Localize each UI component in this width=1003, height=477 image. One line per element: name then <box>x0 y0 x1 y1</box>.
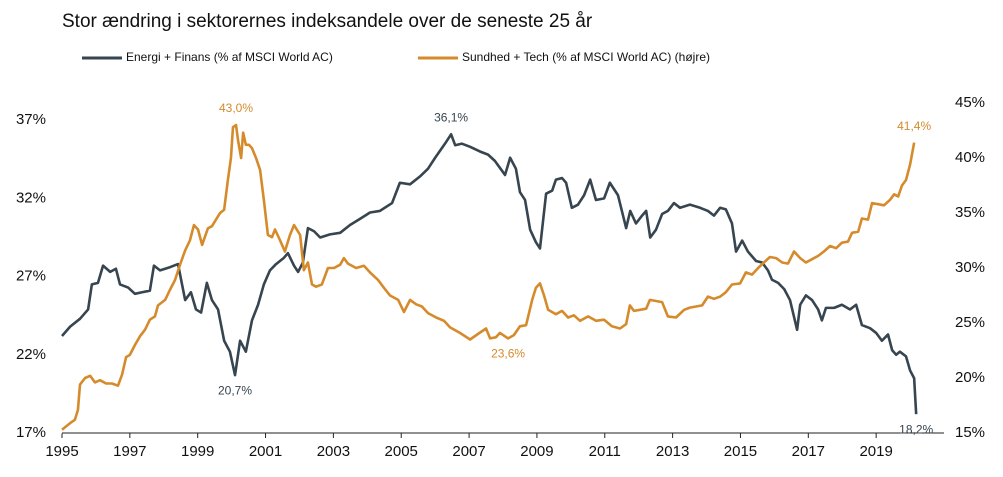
y2-tick-label: 35% <box>955 204 985 221</box>
y2-tick-label: 45% <box>955 94 985 111</box>
legend-label: Energi + Finans (% af MSCI World AC) <box>126 50 333 64</box>
x-tick-label: 2009 <box>520 443 553 460</box>
x-tick-label: 2007 <box>452 443 485 460</box>
y2-tick-label: 40% <box>955 149 985 166</box>
x-tick-label: 2005 <box>385 443 418 460</box>
annotation: 41,4% <box>897 119 931 133</box>
y-tick-label: 32% <box>16 189 46 206</box>
y2-tick-label: 20% <box>955 369 985 386</box>
x-tick-label: 2013 <box>656 443 689 460</box>
x-tick-label: 1999 <box>181 443 214 460</box>
annotation: 36,1% <box>434 110 468 124</box>
y-tick-label: 37% <box>16 111 46 128</box>
y2-tick-label: 15% <box>955 424 985 441</box>
x-tick-label: 2015 <box>724 443 757 460</box>
y2-tick-label: 25% <box>955 314 985 331</box>
annotation: 18,2% <box>899 422 933 436</box>
y-tick-label: 27% <box>16 268 46 285</box>
y2-tick-label: 30% <box>955 259 985 276</box>
y-tick-label: 17% <box>16 424 46 441</box>
x-tick-label: 2001 <box>249 443 282 460</box>
x-tick-label: 2017 <box>792 443 825 460</box>
x-tick-label: 2003 <box>317 443 350 460</box>
series-line <box>61 132 918 415</box>
chart-title: Stor ændring i sektorernes indeksandele … <box>62 11 593 32</box>
annotation: 20,7% <box>218 383 252 397</box>
x-tick-label: 2011 <box>589 443 621 460</box>
x-tick-label: 1997 <box>113 443 146 460</box>
x-tick-label: 2019 <box>859 443 892 460</box>
annotation: 23,6% <box>491 347 525 361</box>
y-tick-label: 22% <box>16 346 46 363</box>
series-line <box>61 123 916 431</box>
legend-label: Sundhed + Tech (% af MSCI World AC) (høj… <box>462 50 710 64</box>
x-tick-label: 1995 <box>45 443 78 460</box>
annotation: 43,0% <box>219 101 253 115</box>
